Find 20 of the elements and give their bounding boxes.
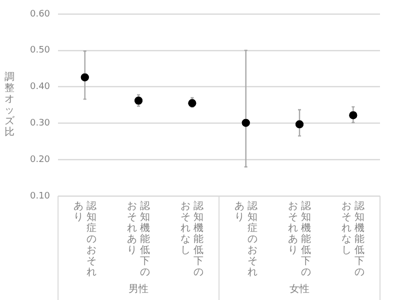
category-label: 認知機能低下のおそれあり [127,201,150,278]
category-label: 認知機能低下のおそれなし [180,201,204,278]
point [349,111,358,120]
y-tick-label: 0.20 [30,154,50,165]
y-tick-label: 0.60 [30,9,50,20]
point [242,118,250,127]
category-label: 認知機能低下のおそれなし [342,201,365,278]
category-label: 認知症のおそれあり [73,201,96,278]
category-label: 認知機能低下のおそれあり [288,201,311,278]
point [80,73,89,82]
y-tick-label: 0.30 [30,118,50,129]
category-label: 認知症のおそれあり [234,201,258,278]
y-axis-title: 調整オッズ比 [4,72,15,138]
text: 女性 [290,282,310,296]
text: 男性 [128,282,149,296]
point [296,120,304,128]
y-tick-label: 0.40 [30,82,50,92]
y-tick-label: 0.50 [30,46,50,56]
y-tick-label: 0.10 [30,191,50,202]
point [134,96,143,105]
